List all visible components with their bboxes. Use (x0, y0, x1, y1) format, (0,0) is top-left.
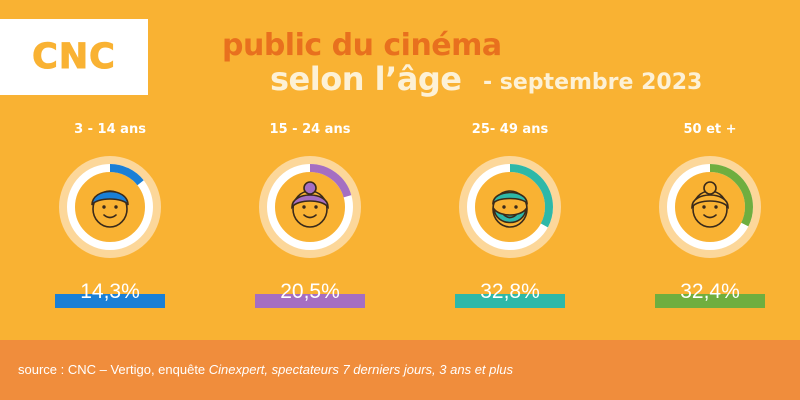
title-line-1: public du cinéma (222, 28, 502, 63)
source-prefix: source : CNC – Vertigo, enquête (18, 362, 209, 377)
footer: source : CNC – Vertigo, enquête Cinexper… (0, 340, 800, 400)
value-bar (255, 294, 365, 308)
value-bar (655, 294, 765, 308)
age-group-4: 50 et + 32,4% (640, 122, 780, 312)
value-label: 32,8% (480, 280, 540, 303)
category-label: 3 - 14 ans (74, 122, 146, 137)
source-italic: Cinexpert, spectateurs 7 derniers jours,… (208, 362, 513, 377)
age-group-2: 15 - 24 ans 20,5% (240, 122, 380, 312)
category-label: 50 et + (683, 122, 737, 137)
donut-segment (667, 164, 753, 250)
donut-ring (259, 156, 361, 258)
category-label: 25- 49 ans (471, 122, 549, 137)
logo-text: CNC (32, 37, 116, 78)
title-line-3: - septembre 2023 (483, 70, 703, 95)
donut-segment (467, 164, 553, 250)
girl-face-icon (291, 181, 329, 228)
source-note: source : CNC – Vertigo, enquête Cinexper… (18, 362, 513, 377)
value-label: 20,5% (280, 280, 340, 303)
grandmother-face-icon (691, 181, 729, 228)
cnc-logo: CNC (0, 19, 148, 95)
age-group-1: 3 - 14 ans 14,3% (40, 122, 180, 312)
value-label: 14,3% (80, 280, 140, 303)
bearded-man-face-icon (492, 190, 528, 228)
donut-ring (659, 156, 761, 258)
category-label: 15 - 24 ans (269, 122, 351, 137)
age-group-3: 25- 49 ans 32,8% (440, 122, 580, 312)
value-label: 32,4% (680, 280, 740, 303)
value-bar (455, 294, 565, 308)
value-bar (55, 294, 165, 308)
donut-ring (59, 156, 161, 258)
donut-segment (67, 164, 153, 250)
donut-segment (267, 164, 353, 250)
donut-ring (459, 156, 561, 258)
boy-face-icon (91, 190, 129, 228)
title-line-2: selon l’âge (270, 60, 462, 98)
